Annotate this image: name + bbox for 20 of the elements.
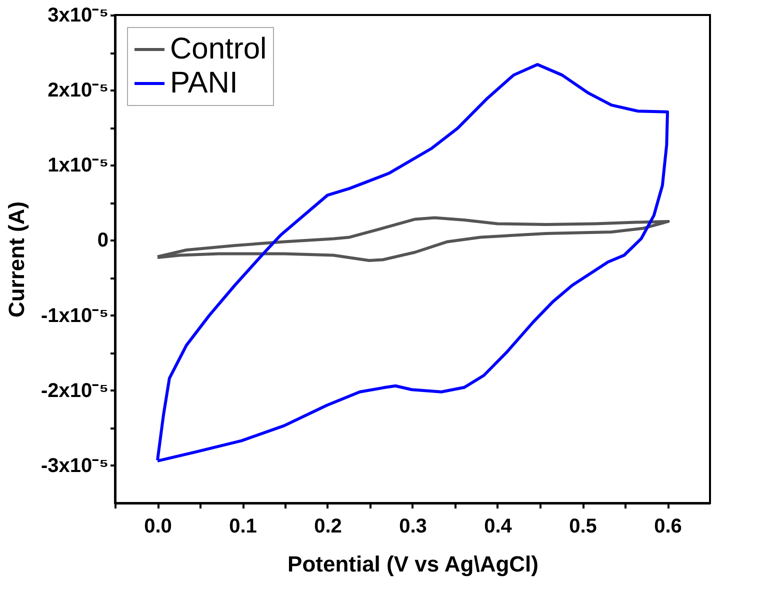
x-tick-label: 0.5 [569, 516, 597, 538]
y-axis-title: Current (A) [4, 201, 29, 318]
y-tick-label: 0 [97, 230, 108, 252]
legend-label: PANI [170, 66, 238, 100]
y-tick-label: 3x10⁻⁵ [48, 4, 108, 26]
legend-label: Control [170, 32, 267, 66]
line-series [156, 216, 670, 262]
y-tick-label: 1x10⁻⁵ [48, 154, 108, 177]
x-tick-label: 0.6 [654, 516, 682, 538]
y-tick-label: 2x10⁻⁵ [48, 80, 108, 102]
x-tick-label: 0.3 [399, 516, 427, 538]
x-tick-label: 0.2 [314, 516, 342, 538]
x-tick-label: 0.0 [144, 516, 172, 538]
x-tick-label: 0.4 [484, 516, 513, 538]
y-tick-label: -1x10⁻⁵ [40, 304, 108, 327]
x-tick-label: 0.1 [229, 516, 257, 538]
line-series [156, 63, 669, 462]
x-axis-title: Potential (V vs Ag\AgCl) [288, 552, 538, 576]
y-tick-label: -3x10⁻⁵ [40, 454, 108, 477]
y-tick-label: -2x10⁻⁵ [40, 380, 108, 402]
